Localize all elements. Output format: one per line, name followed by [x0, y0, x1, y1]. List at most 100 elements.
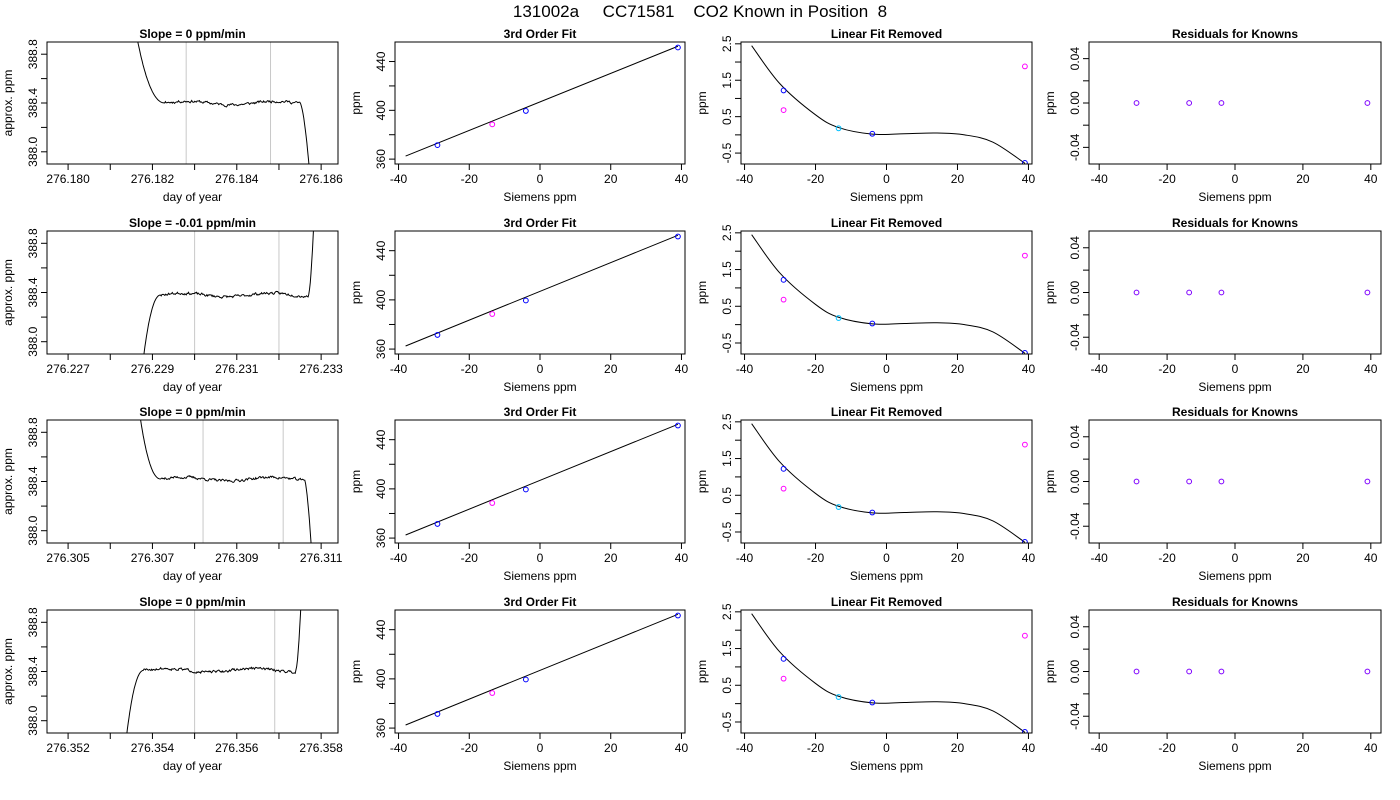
- y-tick-label: 0.00: [1068, 659, 1082, 683]
- plot-area: [1133, 289, 1371, 296]
- y-tick-label: 2.5: [720, 413, 734, 430]
- data-point: [434, 142, 441, 148]
- x-axis-label: Siemens ppm: [850, 569, 923, 583]
- plot-area: [126, 610, 302, 733]
- x-tick-label: 20: [604, 362, 618, 376]
- y-tick-label: 360: [374, 528, 388, 548]
- plot-frame: [394, 41, 686, 165]
- y-tick-label: -0.04: [1068, 133, 1082, 161]
- plot-frame: [46, 41, 339, 165]
- x-tick-label: -40: [390, 741, 408, 755]
- y-tick-label: 388.8: [26, 228, 40, 258]
- data-point: [780, 276, 787, 283]
- y-axis-label: ppm: [349, 281, 363, 304]
- y-tick-label: 400: [374, 479, 388, 499]
- data-point: [489, 121, 496, 128]
- x-axis-label: Siemens ppm: [503, 380, 576, 394]
- data-point: [675, 233, 681, 240]
- chart-title: Slope = 0 ppm/min: [139, 27, 245, 41]
- x-axis-label: Siemens ppm: [1198, 380, 1271, 394]
- x-tick-label: -40: [390, 551, 408, 565]
- data-point: [434, 332, 441, 338]
- y-tick-label: 0.00: [1068, 280, 1082, 304]
- y-tick-label: 388.4: [26, 277, 40, 307]
- y-axis-label: ppm: [349, 91, 363, 114]
- plot-frame: [1088, 230, 1382, 355]
- data-point: [1022, 632, 1028, 639]
- data-point: [869, 320, 876, 327]
- data-point: [1133, 668, 1140, 675]
- y-tick-label: 360: [374, 339, 388, 359]
- data-point: [780, 296, 787, 303]
- data-point: [1022, 538, 1028, 543]
- data-point: [1022, 441, 1028, 448]
- x-tick-label: 0: [883, 362, 890, 376]
- data-point: [1218, 668, 1225, 675]
- y-tick-label: 0.00: [1068, 91, 1082, 115]
- y-tick-label: 388.8: [26, 417, 40, 447]
- x-tick-label: 276.358: [299, 741, 343, 755]
- data-point: [780, 485, 787, 492]
- fit-line: [405, 423, 679, 536]
- y-tick-label: 2.5: [720, 603, 734, 620]
- x-tick-label: 40: [675, 362, 689, 376]
- data-point: [1364, 478, 1371, 485]
- plot-frame: [740, 609, 1033, 734]
- plot-frame: [46, 419, 339, 544]
- y-tick-label: 360: [374, 149, 388, 169]
- y-axis-label: ppm: [1043, 281, 1057, 304]
- plot-frame: [46, 230, 339, 355]
- x-tick-label: 40: [1364, 172, 1378, 186]
- y-tick-label: 1.5: [720, 640, 734, 657]
- x-tick-label: -20: [1158, 741, 1176, 755]
- data-point: [835, 315, 842, 321]
- panel-trace-1: Slope = 0 ppm/min day of year approx. ppm 2…: [1, 27, 343, 204]
- data-point: [1364, 100, 1371, 106]
- x-tick-label: 276.229: [131, 362, 175, 376]
- plot-frame: [394, 419, 686, 544]
- x-tick-label: 0: [537, 362, 544, 376]
- y-axis-label: approx. ppm: [1, 70, 15, 137]
- y-tick-label: -0.04: [1068, 512, 1082, 540]
- x-tick-label: 40: [1022, 172, 1036, 186]
- x-tick-label: 276.352: [46, 741, 90, 755]
- y-axis-label: ppm: [1043, 470, 1057, 493]
- x-tick-label: 20: [1296, 551, 1310, 565]
- x-axis-label: Siemens ppm: [850, 759, 923, 773]
- panel-resid-3: Residuals for Knowns Siemens ppm ppm -40 -20…: [1043, 405, 1382, 583]
- y-tick-label: 0.04: [1068, 425, 1082, 449]
- x-tick-label: -20: [1158, 172, 1176, 186]
- data-point: [780, 465, 787, 472]
- chart-title: Residuals for Knowns: [1172, 27, 1298, 41]
- y-tick-label: 1.5: [720, 72, 734, 89]
- x-tick-label: 20: [604, 551, 618, 565]
- data-point: [869, 699, 876, 706]
- concentration-trace: [140, 420, 312, 543]
- y-tick-label: -0.5: [720, 332, 734, 353]
- y-tick-label: 0.04: [1068, 615, 1082, 639]
- x-tick-label: -40: [1091, 551, 1109, 565]
- y-tick-label: 360: [374, 718, 388, 738]
- plot-area: [1133, 100, 1371, 106]
- panel-trace-4: Slope = 0 ppm/min day of year approx. ppm 2…: [1, 595, 343, 773]
- y-tick-label: 388.8: [26, 39, 40, 69]
- x-tick-label: 276.309: [215, 551, 259, 565]
- data-point: [780, 655, 787, 662]
- x-tick-label: 276.311: [300, 551, 343, 565]
- x-axis-label: day of year: [163, 190, 222, 204]
- data-point: [835, 125, 842, 132]
- plot-frame: [740, 41, 1033, 165]
- concentration-trace: [126, 610, 302, 733]
- x-axis-label: Siemens ppm: [503, 190, 576, 204]
- x-tick-label: -20: [807, 551, 825, 565]
- x-tick-label: 0: [883, 741, 890, 755]
- x-tick-label: 0: [1232, 741, 1239, 755]
- y-tick-label: -0.5: [720, 711, 734, 732]
- data-point: [522, 676, 529, 683]
- plot-area: [137, 42, 310, 164]
- plot-frame: [1088, 609, 1382, 734]
- y-tick-label: 440: [374, 240, 388, 260]
- data-point: [489, 311, 496, 317]
- y-tick-label: 388.0: [26, 705, 40, 735]
